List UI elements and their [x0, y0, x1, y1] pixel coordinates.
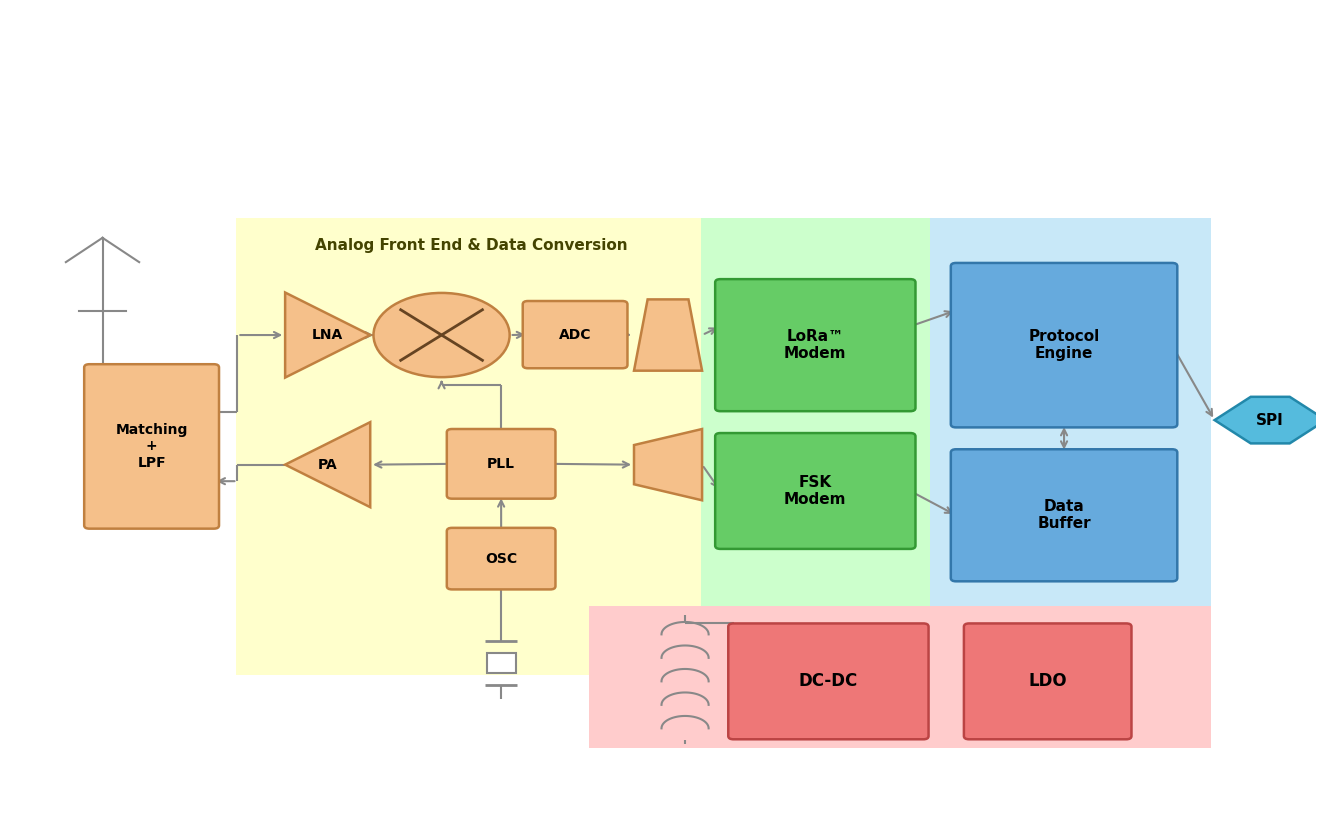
Text: SPI: SPI: [1257, 413, 1285, 428]
Bar: [235, 218, 701, 676]
FancyBboxPatch shape: [951, 449, 1177, 581]
Text: OSC: OSC: [486, 551, 517, 565]
Bar: [487, 653, 516, 673]
Text: Protocol
Engine: Protocol Engine: [1028, 329, 1099, 362]
FancyBboxPatch shape: [716, 279, 916, 411]
Polygon shape: [634, 429, 703, 500]
Text: LDO: LDO: [1028, 672, 1068, 691]
Text: LNA: LNA: [312, 328, 343, 342]
Text: LoRa™
Modem: LoRa™ Modem: [785, 329, 847, 362]
Circle shape: [373, 293, 509, 377]
Polygon shape: [634, 299, 703, 371]
Text: ADC: ADC: [558, 328, 591, 342]
Text: FSK
Modem: FSK Modem: [785, 475, 847, 508]
Bar: [701, 218, 930, 676]
Polygon shape: [286, 293, 370, 377]
FancyBboxPatch shape: [447, 528, 556, 589]
Polygon shape: [286, 422, 370, 508]
FancyBboxPatch shape: [523, 301, 627, 368]
Bar: [590, 606, 1212, 748]
FancyBboxPatch shape: [728, 624, 929, 739]
Text: Analog Front End & Data Conversion: Analog Front End & Data Conversion: [315, 238, 628, 254]
Text: Data
Buffer: Data Buffer: [1037, 499, 1091, 531]
Polygon shape: [1215, 397, 1323, 443]
FancyBboxPatch shape: [85, 364, 220, 529]
Text: DC-DC: DC-DC: [799, 672, 859, 691]
FancyBboxPatch shape: [447, 429, 556, 499]
FancyBboxPatch shape: [716, 433, 916, 549]
Bar: [930, 218, 1212, 676]
Text: Matching
+
LPF: Matching + LPF: [115, 424, 188, 470]
FancyBboxPatch shape: [964, 624, 1131, 739]
FancyBboxPatch shape: [951, 263, 1177, 428]
Text: PA: PA: [318, 457, 337, 471]
Text: PLL: PLL: [487, 456, 515, 471]
